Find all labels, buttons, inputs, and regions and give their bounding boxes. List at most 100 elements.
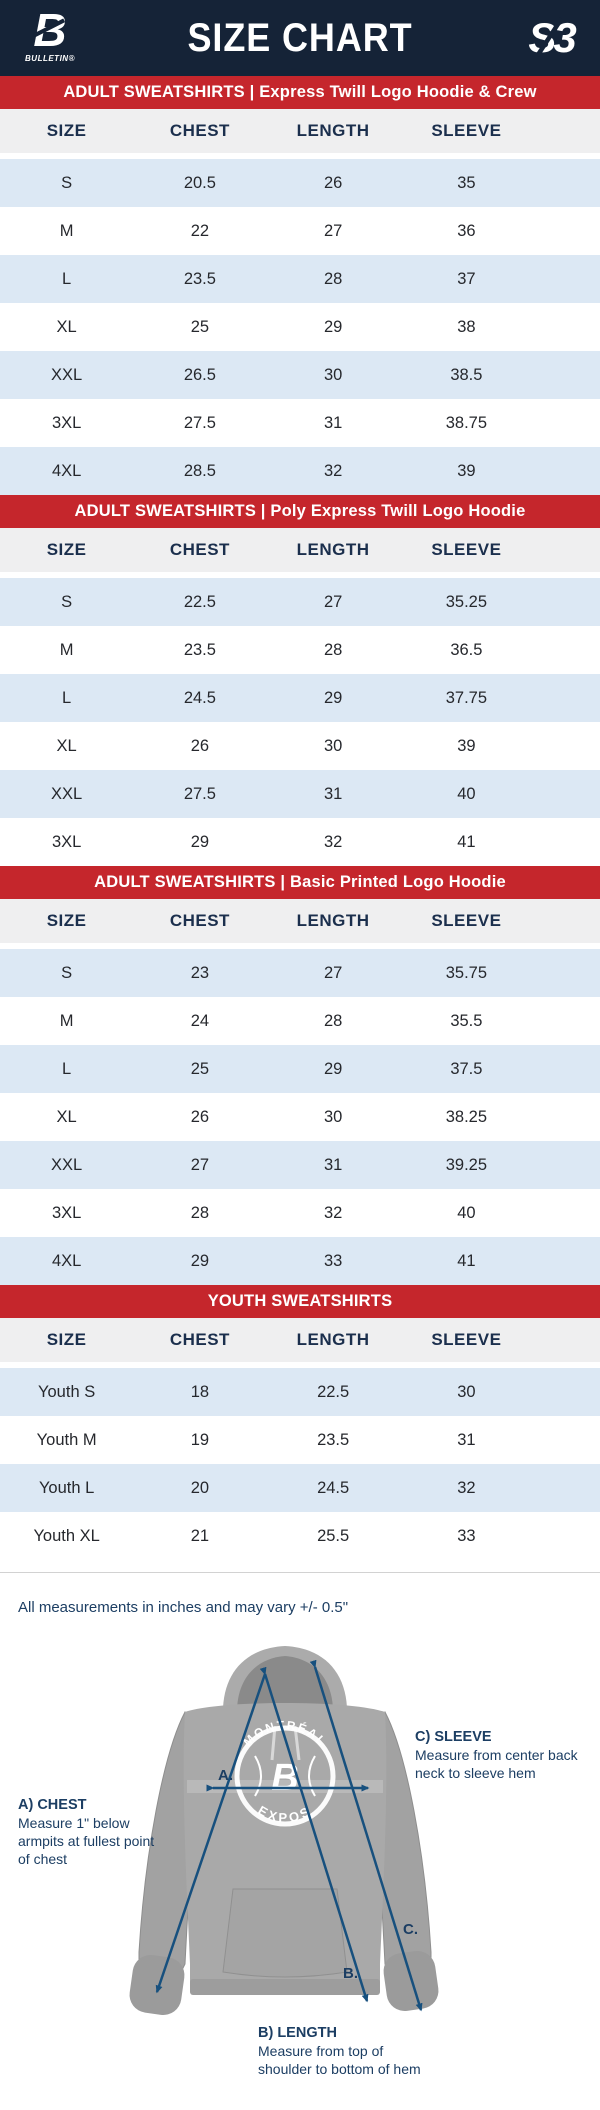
size-row: XL 25 29 38 <box>0 303 600 351</box>
size-cell: 26.5 <box>183 366 216 384</box>
measurement-diagram: MONTRÉAL EXPOS B A. B. C. C) SLEEVE Meas… <box>0 1616 600 2109</box>
size-cell: 4XL <box>51 462 82 480</box>
column-header: SLEEVE <box>431 540 502 559</box>
size-cell: S <box>61 174 73 192</box>
size-cell: 35.75 <box>445 964 488 982</box>
size-cell: 23.5 <box>183 270 216 288</box>
length-label-title: B) LENGTH <box>258 2025 337 2041</box>
section-title: ADULT SWEATSHIRTS | Poly Express Twill L… <box>0 495 600 528</box>
size-cell: 28 <box>323 1012 343 1030</box>
size-cell: 27 <box>323 593 343 611</box>
size-cell: 41 <box>457 1252 476 1270</box>
column-header: LENGTH <box>296 121 370 140</box>
size-cell: 30 <box>323 366 343 384</box>
size-row: 4XL 29 33 41 <box>0 1237 600 1285</box>
badge-center-mark: B <box>271 1757 298 1799</box>
page-title: SIZE CHART <box>187 15 413 60</box>
size-cell: 19 <box>190 1431 210 1449</box>
size-cell: 21 <box>190 1527 210 1545</box>
size-cell: 20.5 <box>183 174 216 192</box>
size-cell: 27.5 <box>183 785 216 803</box>
size-cell: XXL <box>51 1156 83 1174</box>
marker-c: C. <box>403 1921 418 1938</box>
bulletin-logo-slash <box>32 18 66 38</box>
column-header: SLEEVE <box>431 911 502 930</box>
size-cell: 29 <box>323 1060 343 1078</box>
size-cell: 25 <box>190 318 210 336</box>
size-cell: 31 <box>323 785 343 803</box>
column-header: LENGTH <box>296 540 370 559</box>
size-cell: S <box>61 964 73 982</box>
size-cell: 33 <box>323 1252 343 1270</box>
size-row: Youth S 18 22.5 30 <box>0 1368 600 1416</box>
size-cell: 40 <box>457 1204 476 1222</box>
size-row: S 23 27 35.75 <box>0 949 600 997</box>
measurement-note: All measurements in inches and may vary … <box>0 1572 600 1616</box>
column-header-row: SIZE CHEST LENGTH SLEEVE <box>0 1318 600 1362</box>
hoodie-illustration: MONTRÉAL EXPOS B A. B. C. <box>129 1646 439 2016</box>
size-cell: 33 <box>457 1527 476 1545</box>
size-cell: 35 <box>457 174 476 192</box>
size-cell: 23.5 <box>183 641 216 659</box>
size-cell: 38.75 <box>445 414 488 432</box>
size-cell: M <box>59 641 74 659</box>
sleeve-label-title: C) SLEEVE <box>415 1729 492 1745</box>
size-cell: XL <box>56 318 77 336</box>
size-cell: M <box>59 1012 74 1030</box>
size-cell: 28.5 <box>183 462 216 480</box>
size-row: M 22 27 36 <box>0 207 600 255</box>
size-cell: 26 <box>190 737 210 755</box>
size-cell: XL <box>56 737 77 755</box>
size-cell: 28 <box>323 270 343 288</box>
column-header-row: SIZE CHEST LENGTH SLEEVE <box>0 109 600 153</box>
size-cell: 29 <box>190 1252 210 1270</box>
column-header-row: SIZE CHEST LENGTH SLEEVE <box>0 528 600 572</box>
size-cell: 32 <box>323 1204 343 1222</box>
sleeve-label-desc: Measure from center back neck to sleeve … <box>415 1747 578 1781</box>
sleeve-label: C) SLEEVE Measure from center back neck … <box>415 1729 590 1783</box>
column-header: SLEEVE <box>431 121 502 140</box>
section-title: ADULT SWEATSHIRTS | Basic Printed Logo H… <box>0 866 600 899</box>
s3-logo-slash <box>535 17 564 57</box>
size-cell: L <box>62 1060 72 1078</box>
size-cell: Youth S <box>38 1383 96 1401</box>
size-cell: 29 <box>190 833 210 851</box>
size-cell: Youth M <box>36 1431 97 1449</box>
size-cell: 23 <box>190 964 210 982</box>
size-cell: 23.5 <box>317 1431 350 1449</box>
size-cell: 22.5 <box>183 593 216 611</box>
bulletin-logo-wordmark: BULLETIN® <box>25 54 75 63</box>
size-cell: 36 <box>457 222 476 240</box>
size-cell: 27 <box>190 1156 210 1174</box>
size-cell: 30 <box>323 737 343 755</box>
size-cell: 24 <box>190 1012 210 1030</box>
size-cell: 31 <box>457 1431 476 1449</box>
marker-a: A. <box>218 1767 233 1784</box>
section-title: YOUTH SWEATSHIRTS <box>0 1285 600 1318</box>
column-header: CHEST <box>169 911 230 930</box>
size-cell: 36.5 <box>450 641 483 659</box>
size-cell: 28 <box>323 641 343 659</box>
size-row: Youth XL 21 25.5 33 <box>0 1512 600 1560</box>
column-header: LENGTH <box>296 1330 370 1349</box>
size-row: Youth M 19 23.5 31 <box>0 1416 600 1464</box>
size-row: Youth L 20 24.5 32 <box>0 1464 600 1512</box>
size-row: XXL 27.5 31 40 <box>0 770 600 818</box>
size-cell: L <box>62 270 72 288</box>
size-row: XXL 27 31 39.25 <box>0 1141 600 1189</box>
chest-label-title: A) CHEST <box>18 1797 87 1813</box>
title-bar: B BULLETIN® SIZE CHART S3 <box>0 0 600 76</box>
size-cell: M <box>59 222 74 240</box>
column-header: CHEST <box>169 1330 230 1349</box>
size-cell: 29 <box>323 689 343 707</box>
size-cell: 39 <box>457 462 476 480</box>
section-title: ADULT SWEATSHIRTS | Express Twill Logo H… <box>0 76 600 109</box>
size-cell: 31 <box>323 414 343 432</box>
size-cell: 35.25 <box>445 593 488 611</box>
size-cell: L <box>62 689 72 707</box>
size-tables: ADULT SWEATSHIRTS | Express Twill Logo H… <box>0 76 600 1560</box>
size-cell: 20 <box>190 1479 210 1497</box>
size-cell: 22 <box>190 222 210 240</box>
size-cell: 37 <box>457 270 476 288</box>
column-header-row: SIZE CHEST LENGTH SLEEVE <box>0 899 600 943</box>
